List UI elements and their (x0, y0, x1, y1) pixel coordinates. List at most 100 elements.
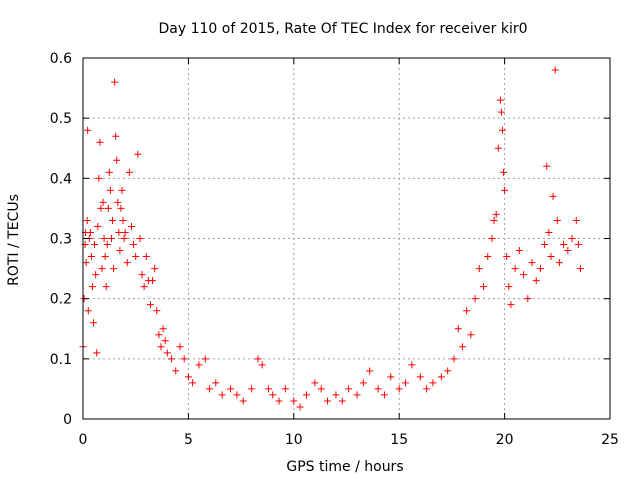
data-point (497, 108, 505, 116)
grid (83, 58, 610, 419)
data-point (338, 397, 346, 405)
chart-title: Day 110 of 2015, Rate Of TEC Index for r… (158, 21, 527, 37)
data-point (104, 204, 112, 212)
data-point (532, 277, 540, 285)
data-point (138, 271, 146, 279)
data-point (511, 265, 519, 273)
data-point (86, 228, 94, 236)
data-point (88, 283, 96, 291)
data-point (505, 283, 513, 291)
data-point (423, 385, 431, 393)
data-point (212, 379, 220, 387)
data-point (184, 373, 192, 381)
data-point (275, 397, 283, 405)
data-point (134, 150, 142, 158)
data-point (366, 367, 374, 375)
data-point (172, 367, 180, 375)
data-point (551, 66, 559, 74)
data-point (120, 235, 128, 242)
data-point (117, 204, 125, 212)
data-point (387, 373, 395, 381)
data-point (140, 283, 148, 291)
data-point (492, 210, 500, 218)
y-tick-label: 0.6 (50, 51, 72, 67)
data-point (96, 138, 104, 146)
data-point (155, 331, 163, 339)
data-point (380, 391, 388, 399)
data-point (496, 96, 504, 104)
data-point (84, 307, 92, 315)
data-point (488, 235, 496, 242)
data-point (471, 295, 479, 303)
data-point (553, 216, 561, 224)
data-point (444, 367, 452, 375)
data-point (555, 259, 563, 267)
data-point (353, 391, 361, 399)
data-point (127, 222, 135, 230)
data-point (515, 247, 523, 255)
x-tick-label: 25 (601, 432, 619, 448)
data-point (118, 186, 126, 194)
data-point (239, 397, 247, 405)
data-point (201, 355, 209, 363)
data-point (543, 162, 551, 170)
data-point (258, 361, 266, 369)
data-point (227, 385, 235, 393)
data-point (163, 349, 171, 357)
data-point (541, 241, 549, 249)
data-point (463, 307, 471, 315)
data-point (103, 241, 111, 249)
data-point (359, 379, 367, 387)
data-point (93, 349, 101, 357)
data-point (549, 192, 557, 200)
data-point (454, 325, 462, 333)
y-axis-label: ROTI / TECUs (6, 194, 22, 286)
data-point (92, 271, 100, 279)
data-point (311, 379, 319, 387)
data-point (83, 216, 91, 224)
data-point (437, 373, 445, 381)
data-point (132, 253, 140, 261)
data-point (146, 301, 154, 309)
data-point (130, 241, 138, 249)
data-point (500, 168, 508, 176)
data-point (151, 265, 159, 273)
data-point (458, 343, 466, 351)
data-point (87, 253, 95, 261)
data-point (536, 265, 544, 273)
data-point (168, 355, 176, 363)
data-point (302, 391, 310, 399)
data-point (408, 361, 416, 369)
data-point (560, 241, 568, 249)
data-point (290, 397, 298, 405)
data-point (106, 186, 114, 194)
data-point (90, 319, 98, 327)
y-tick-label: 0.2 (50, 292, 72, 308)
data-point (547, 253, 555, 261)
data-points (79, 66, 584, 411)
data-point (101, 253, 109, 261)
data-point (115, 228, 123, 236)
data-point (84, 126, 92, 134)
data-point (109, 216, 117, 224)
x-tick-label: 0 (79, 432, 88, 448)
data-point (490, 216, 498, 224)
x-tick-label: 15 (390, 432, 408, 448)
data-point (82, 259, 90, 267)
data-point (119, 216, 127, 224)
data-point (91, 241, 99, 249)
data-point (574, 241, 582, 249)
data-point (112, 132, 120, 140)
data-point (345, 385, 353, 393)
data-point (189, 379, 197, 387)
data-point (281, 385, 289, 393)
data-point (123, 259, 131, 267)
data-point (100, 235, 108, 242)
data-point (528, 259, 536, 267)
data-point (157, 343, 165, 351)
data-point (503, 253, 511, 261)
data-point (416, 373, 424, 381)
data-point (136, 235, 144, 242)
x-tick-label: 10 (285, 432, 303, 448)
